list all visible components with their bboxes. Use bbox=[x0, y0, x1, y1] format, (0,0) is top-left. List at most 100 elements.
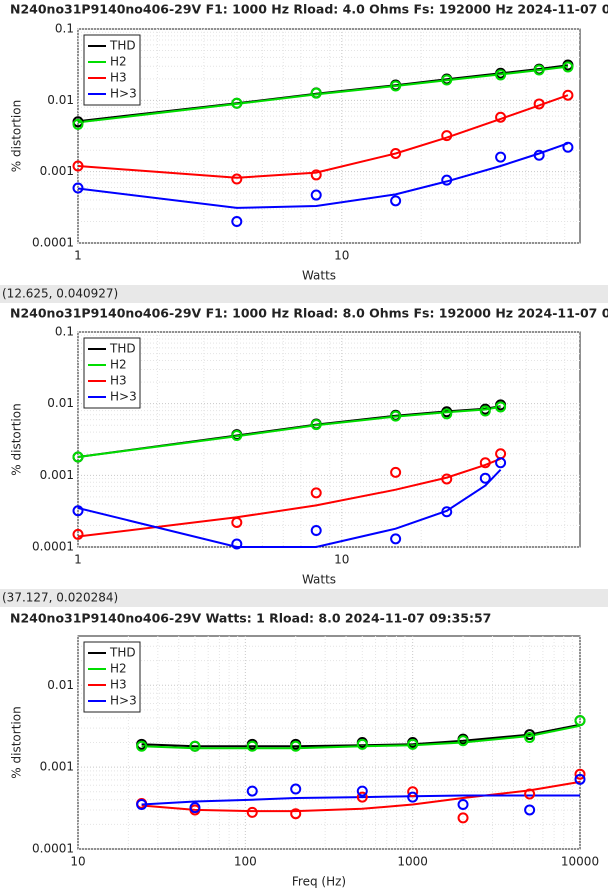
data-point bbox=[290, 808, 302, 820]
data-point bbox=[72, 160, 84, 172]
data-point bbox=[441, 130, 453, 142]
data-point bbox=[441, 506, 453, 518]
data-point bbox=[72, 182, 84, 194]
data-point bbox=[574, 715, 586, 727]
data-point bbox=[574, 768, 586, 780]
y-tick-label: 0.1 bbox=[55, 22, 74, 36]
legend-label: H2 bbox=[110, 662, 127, 676]
data-point bbox=[72, 528, 84, 540]
x-tick-label: 1 bbox=[74, 553, 82, 567]
plot-area bbox=[77, 331, 581, 548]
data-point bbox=[310, 524, 322, 536]
data-point bbox=[390, 466, 402, 478]
data-point bbox=[562, 89, 574, 101]
legend-label: H2 bbox=[110, 358, 127, 372]
data-point bbox=[441, 174, 453, 186]
data-point bbox=[495, 111, 507, 123]
x-tick-label: 10000 bbox=[561, 855, 599, 869]
data-point bbox=[390, 147, 402, 159]
x-tick-label: 1 bbox=[74, 249, 82, 263]
data-point bbox=[136, 798, 148, 810]
data-point bbox=[189, 802, 201, 814]
data-point bbox=[310, 87, 322, 99]
x-axis-label: Watts bbox=[302, 573, 336, 587]
data-point bbox=[310, 419, 322, 431]
data-point bbox=[231, 216, 243, 228]
data-point bbox=[290, 740, 302, 752]
data-point bbox=[495, 69, 507, 81]
data-point bbox=[310, 189, 322, 201]
y-tick-label: 0.01 bbox=[47, 93, 74, 107]
data-point bbox=[390, 410, 402, 422]
data-point bbox=[390, 80, 402, 92]
fit-line bbox=[77, 142, 569, 209]
fit-line bbox=[141, 794, 580, 806]
chart-title: N240no31P9140no406-29V Watts: 1 Rload: 8… bbox=[10, 611, 491, 626]
data-point bbox=[407, 786, 419, 798]
y-axis-label: % distortion bbox=[10, 403, 24, 475]
x-tick-label: 10 bbox=[70, 855, 85, 869]
data-point bbox=[231, 516, 243, 528]
fit-line bbox=[141, 780, 581, 813]
data-point bbox=[231, 173, 243, 185]
data-point bbox=[495, 151, 507, 163]
y-axis-label: % distortion bbox=[10, 706, 24, 778]
fit-line bbox=[77, 405, 501, 458]
y-axis-label: % distortion bbox=[10, 100, 24, 172]
y-tick-label: 0.001 bbox=[40, 164, 74, 178]
legend-label: THD bbox=[109, 39, 136, 53]
data-point bbox=[562, 141, 574, 153]
chart-title: N240no31P9140no406-29V F1: 1000 Hz Rload… bbox=[10, 2, 608, 17]
data-point bbox=[524, 804, 536, 816]
data-point bbox=[136, 740, 148, 752]
data-point bbox=[72, 118, 84, 130]
x-tick-label: 1000 bbox=[397, 855, 428, 869]
x-tick-label: 100 bbox=[234, 855, 257, 869]
data-point bbox=[479, 405, 491, 417]
data-point bbox=[457, 735, 469, 747]
legend-label: H3 bbox=[110, 374, 127, 388]
data-point bbox=[524, 788, 536, 800]
data-point bbox=[479, 457, 491, 469]
status-readout: (12.625, 0.040927) bbox=[2, 287, 118, 301]
data-point bbox=[72, 451, 84, 463]
data-point bbox=[495, 401, 507, 413]
data-point bbox=[457, 812, 469, 824]
status-readout: (37.127, 0.020284) bbox=[2, 591, 118, 605]
legend-label: H3 bbox=[110, 71, 127, 85]
y-tick-label: 0.0001 bbox=[32, 236, 74, 250]
y-tick-label: 0.01 bbox=[47, 678, 74, 692]
data-point bbox=[524, 732, 536, 744]
data-point bbox=[290, 783, 302, 795]
data-point bbox=[356, 791, 368, 803]
legend-label: THD bbox=[109, 342, 136, 356]
data-point bbox=[533, 98, 545, 110]
data-point bbox=[231, 538, 243, 550]
y-tick-label: 0.001 bbox=[40, 760, 74, 774]
legend-label: H>3 bbox=[110, 390, 137, 404]
plot-area bbox=[77, 635, 581, 850]
y-tick-label: 0.1 bbox=[55, 325, 74, 339]
data-point bbox=[407, 791, 419, 803]
data-point bbox=[441, 473, 453, 485]
legend-label: H>3 bbox=[110, 87, 137, 101]
data-point bbox=[231, 97, 243, 109]
data-point bbox=[574, 773, 586, 785]
fit-line bbox=[77, 65, 569, 124]
legend-label: H3 bbox=[110, 678, 127, 692]
data-point bbox=[533, 64, 545, 76]
data-point bbox=[246, 785, 258, 797]
data-point bbox=[441, 74, 453, 86]
legend-label: H>3 bbox=[110, 694, 137, 708]
fit-line bbox=[77, 469, 502, 548]
x-axis-label: Freq (Hz) bbox=[292, 875, 346, 889]
data-point bbox=[407, 738, 419, 750]
data-point bbox=[356, 738, 368, 750]
chart-title: N240no31P9140no406-29V F1: 1000 Hz Rload… bbox=[10, 306, 608, 321]
data-point bbox=[310, 487, 322, 499]
data-point bbox=[356, 785, 368, 797]
data-point bbox=[495, 457, 507, 469]
data-point bbox=[189, 740, 201, 752]
plot-area bbox=[77, 28, 581, 244]
